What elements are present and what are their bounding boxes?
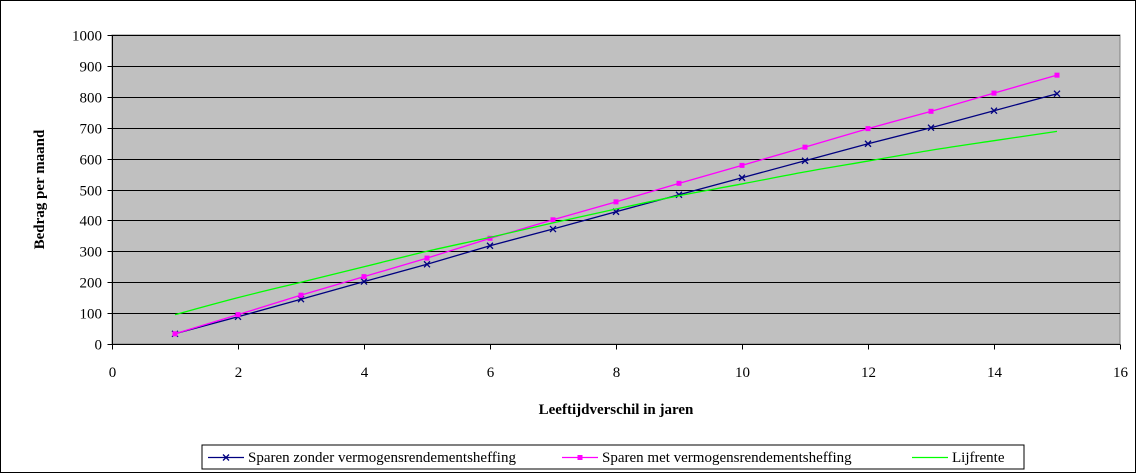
data-point-marker — [613, 199, 619, 205]
y-tick-label: 700 — [80, 122, 103, 138]
data-point-marker — [423, 260, 431, 268]
legend-label: Sparen met vermogensrendementsheffing — [602, 450, 852, 466]
gridlines — [112, 35, 1120, 314]
x-tick-label: 14 — [987, 365, 1003, 381]
data-point-marker — [801, 157, 809, 165]
data-point-marker — [1053, 90, 1061, 98]
series-group — [171, 72, 1061, 338]
y-tick-label: 400 — [80, 214, 103, 230]
data-point-marker — [739, 162, 745, 168]
x-tick-label: 4 — [361, 365, 369, 381]
y-tick-label: 600 — [80, 153, 103, 169]
y-tick-label: 1000 — [72, 29, 102, 45]
data-point-marker — [738, 174, 746, 182]
x-tick-label: 16 — [1113, 365, 1129, 381]
legend-entry: Sparen met vermogensrendementsheffing — [562, 450, 852, 466]
x-tick-label: 0 — [109, 365, 117, 381]
axes: 0 100 200 300 400 500 600 700 800 900 1000 0 2 4 6 8 10 1… — [72, 29, 1129, 382]
legend: Sparen zonder vermogensrendementsheffing… — [201, 444, 1025, 470]
y-tick-label: 300 — [80, 245, 103, 261]
data-point-marker — [487, 235, 493, 241]
series-2 — [172, 72, 1060, 337]
y-tick-label: 0 — [95, 338, 103, 354]
data-point-marker — [991, 90, 997, 96]
x-axis-title: Leeftijdverschil in jaren — [539, 402, 694, 418]
y-tick-label: 800 — [80, 91, 103, 107]
data-point-marker — [577, 455, 583, 460]
data-point-marker — [222, 454, 230, 461]
data-point-marker — [676, 180, 682, 186]
y-tick-label: 500 — [80, 184, 103, 200]
data-point-marker — [990, 107, 998, 115]
data-point-marker — [235, 312, 241, 318]
data-point-marker — [550, 217, 556, 223]
x-tick-label: 10 — [735, 365, 750, 381]
data-point-marker — [549, 225, 557, 233]
y-axis-title: Bedrag per maand — [32, 129, 48, 249]
x-tick-label: 2 — [235, 365, 243, 381]
data-point-marker — [675, 191, 683, 199]
series-3 — [174, 130, 1058, 316]
x-tick-label: 6 — [487, 365, 495, 381]
data-point-marker — [360, 278, 368, 286]
y-tick-label: 200 — [80, 276, 103, 292]
series-line — [174, 130, 1058, 316]
y-tick-label: 100 — [80, 307, 103, 323]
data-point-marker — [864, 140, 872, 148]
data-point-marker — [802, 144, 808, 150]
plot-area — [111, 34, 1121, 345]
legend-box — [201, 444, 1025, 470]
data-point-marker — [298, 292, 304, 298]
data-point-marker — [172, 331, 178, 337]
legend-entry: Lijfrente — [912, 450, 1005, 466]
data-point-marker — [424, 255, 430, 261]
data-point-marker — [927, 124, 935, 132]
data-point-marker — [928, 108, 934, 114]
data-point-marker — [1054, 72, 1060, 78]
data-point-marker — [361, 274, 367, 280]
data-point-marker — [865, 126, 871, 132]
y-tick-label: 900 — [80, 60, 103, 76]
legend-entry: Sparen zonder vermogensrendementsheffing — [208, 450, 516, 466]
legend-label: Sparen zonder vermogensrendementsheffing — [248, 450, 516, 466]
data-point-marker — [486, 242, 494, 250]
legend-label: Lijfrente — [952, 450, 1005, 466]
x-tick-label: 8 — [613, 365, 621, 381]
x-tick-label: 12 — [861, 365, 876, 381]
